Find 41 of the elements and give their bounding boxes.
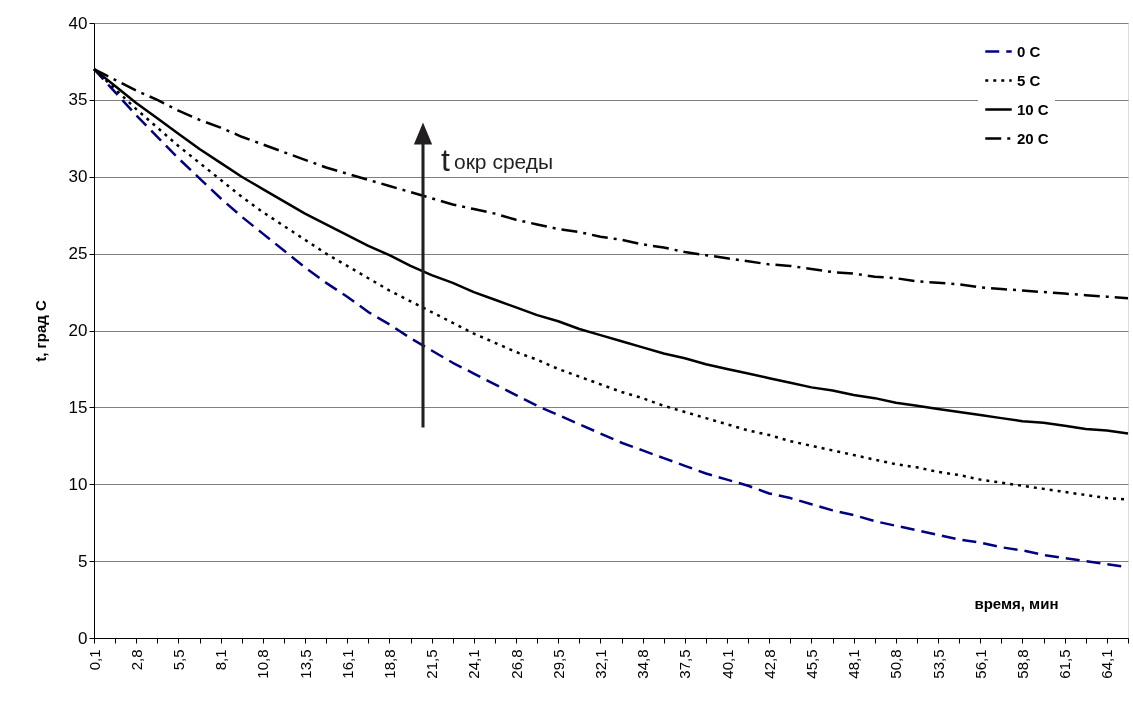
- x-tick-label: 16,1: [338, 649, 356, 679]
- x-tick-label: 37,5: [676, 649, 694, 679]
- x-tick-label: 24,1: [465, 649, 483, 679]
- x-tick-label: 50,8: [887, 649, 905, 679]
- x-tick-label: 2,8: [127, 649, 145, 671]
- x-tick-label: 40,1: [718, 649, 736, 679]
- y-tick-label: 5: [78, 551, 88, 571]
- legend-label: 10 C: [1017, 100, 1049, 118]
- y-tick-label: 15: [68, 397, 88, 417]
- y-tick-label: 20: [68, 321, 88, 340]
- x-tick-label: 29,5: [549, 649, 567, 679]
- x-tick-label: 53,5: [929, 649, 947, 679]
- y-tick-label: 35: [68, 90, 88, 110]
- y-tick-label: 10: [68, 474, 88, 494]
- x-tick-label: 64,1: [1098, 649, 1116, 679]
- annotation: tокр среды: [441, 142, 554, 178]
- legend-label: 0 C: [1017, 42, 1041, 60]
- y-axis-title: t, град С: [31, 300, 49, 362]
- x-tick-label: 45,5: [802, 649, 820, 679]
- x-tick-label: 32,1: [591, 649, 609, 679]
- x-tick-label: 42,8: [760, 649, 778, 679]
- x-tick-label: 26,8: [507, 649, 525, 679]
- x-tick-label: 13,5: [296, 649, 314, 679]
- x-tick-label: 21,5: [423, 649, 441, 679]
- legend-label: 5 C: [1017, 71, 1041, 89]
- y-tick-label: 25: [68, 244, 88, 264]
- y-tick-label: 0: [78, 628, 88, 648]
- y-tick-label: 40: [68, 13, 88, 33]
- x-tick-label: 58,8: [1013, 649, 1031, 679]
- x-tick-label: 0,1: [85, 649, 103, 671]
- x-tick-label: 56,1: [971, 649, 989, 679]
- x-tick-label: 34,8: [634, 649, 652, 679]
- x-tick-label: 18,8: [380, 649, 398, 679]
- x-tick-label: 8,1: [212, 649, 230, 671]
- x-tick-label: 10,8: [254, 649, 272, 679]
- x-tick-label: 61,5: [1056, 649, 1074, 679]
- legend-label: 20 C: [1017, 129, 1049, 147]
- x-tick-label: 48,1: [845, 649, 863, 679]
- x-axis-title: время, мин: [974, 594, 1059, 612]
- x-tick-label: 5,5: [169, 649, 187, 671]
- y-tick-label: 30: [68, 167, 88, 187]
